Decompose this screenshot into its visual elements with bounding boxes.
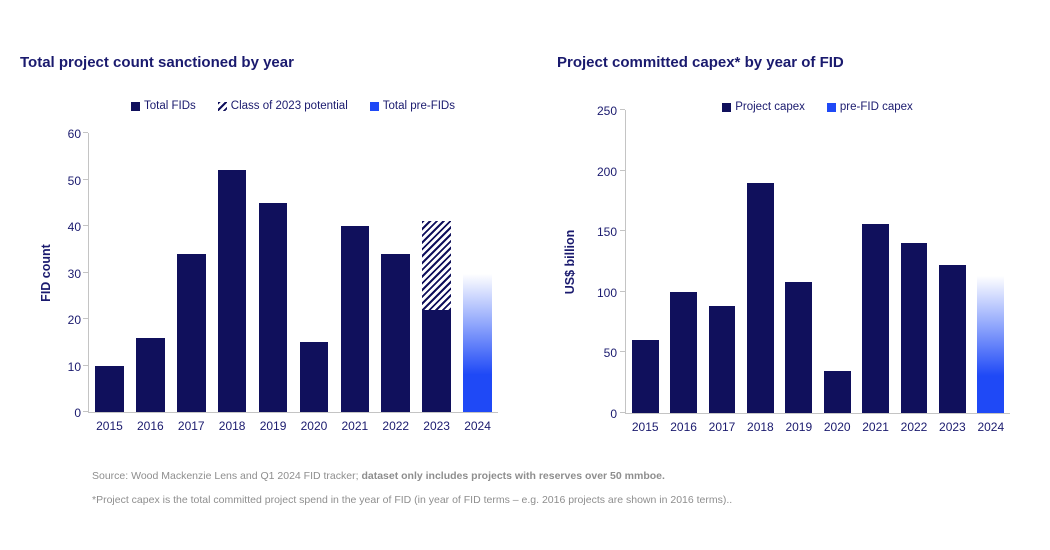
x-tick-label-2020: 2020 [823,420,851,434]
legend-label: Class of 2023 potential [230,100,348,112]
legend-label: pre-FID capex [839,101,913,113]
legend-blue-swatch-icon [826,102,836,112]
chart-title-capex: Project committed capex* by year of FID [557,54,844,71]
y-tick-label-20: 20 [67,313,81,327]
x-tick-label-2018: 2018 [747,420,774,434]
y-tick-mark [620,109,625,110]
bar-2023-class-of-2023-potential [422,221,451,310]
y-tick-label-30: 30 [67,266,81,281]
legend-item-total-pre-fids: Total pre-FIDs [369,100,455,112]
bar-2017-total-fids [176,253,206,412]
x-tick-label-2023: 2023 [939,420,966,434]
y-tick-label-150: 150 [596,225,617,240]
legend-navy-swatch-icon [722,102,732,112]
y-tick-label-50: 50 [603,346,617,361]
y-tick-mark [620,169,625,171]
legend-item-total-fids: Total FIDs [131,100,196,112]
y-tick-mark [620,412,625,413]
x-tick-label-2024: 2024 [464,419,491,433]
bar-2024-pre-fid-capex [977,269,1005,413]
legend-item-project-capex: Project capex [722,101,805,113]
capex-definition-note: *Project capex is the total committed pr… [92,494,733,506]
y-tick-mark [83,178,88,180]
x-tick-label-2016: 2016 [670,420,697,434]
x-tick-label-2023: 2023 [423,419,450,433]
bar-2020-total-fids [299,342,329,412]
bar-2022-project-capex [900,243,928,413]
x-tick-label-2024: 2024 [977,420,1005,434]
y-tick-mark [83,318,88,319]
y-tick-mark [83,225,88,226]
x-tick-label-2020: 2020 [300,419,328,433]
legend-blue-swatch-icon [369,101,379,111]
chart-title-fid-count: Total project count sanctioned by year [20,54,294,71]
x-tick-label-2017: 2017 [177,419,205,433]
x-tick-label-2019: 2019 [785,420,813,434]
y-tick-label-50: 50 [67,173,81,188]
y-tick-label-200: 200 [596,164,617,179]
bar-2021-project-capex [862,223,890,413]
plot-area-fid-count: 2015 2016 2017 2018 2019 2020 2021 2022 2023 2024 [83,132,498,433]
y-tick-mark [83,411,88,412]
legend-navy-swatch-icon [131,101,140,111]
y-tick-label-0: 0 [610,407,617,421]
y-tick-label-0: 0 [74,406,81,420]
plot-area-capex: 2015 2016 2017 2018 2019 2020 2021 2022 2023 2024 [620,109,1010,434]
legend-label: Project capex [735,101,805,113]
bar-2021-total-fids [340,226,370,412]
bar-2019-total-fids [258,202,288,412]
legend-label: Total FIDs [144,100,196,112]
x-tick-label-2022: 2022 [900,420,928,434]
legend-hatch-swatch-icon [217,101,227,111]
x-tick-label-2022: 2022 [382,419,410,433]
bar-2018-project-capex [746,182,774,413]
y-tick-label-10: 10 [67,359,81,374]
y-tick-mark [620,230,625,232]
source-note: Source: Wood Mackenzie Lens and Q1 2024 … [92,470,665,482]
bar-2015-total-fids [95,365,124,412]
x-tick-label-2018: 2018 [218,419,246,433]
bar-2023-project-capex [938,265,966,413]
legend-item-pre-fid-capex: pre-FID capex [826,101,913,113]
bar-2024-total-pre-fids [463,267,492,412]
bar-2016-total-fids [136,337,165,412]
bar-2016-project-capex [670,291,698,413]
bar-2020-project-capex [823,370,851,413]
y-axis-title-capex: US$ billion [563,229,577,295]
source-note-regular: Source: Wood Mackenzie Lens and Q1 2024 … [92,470,362,482]
bar-2022-total-fids [381,253,411,412]
x-tick-label-2021: 2021 [862,420,889,434]
legend-label: Total pre-FIDs [382,100,455,112]
x-tick-label-2015: 2015 [96,419,123,433]
y-tick-mark [620,290,625,292]
y-tick-mark [83,364,88,366]
y-tick-label-250: 250 [596,104,617,118]
y-tick-label-60: 60 [67,127,81,141]
y-tick-mark [83,271,88,273]
x-tick-label-2017: 2017 [708,420,736,434]
legend-item-class-of-2023-potential: Class of 2023 potential [217,100,348,112]
y-tick-label-100: 100 [596,285,617,300]
y-tick-label-40: 40 [67,220,81,234]
bar-2019-project-capex [785,282,813,413]
bar-2018-total-fids [217,170,247,412]
x-tick-label-2021: 2021 [341,419,369,433]
x-tick-label-2016: 2016 [136,419,164,433]
y-tick-mark [83,132,88,133]
legend-fid-count: Total FIDs Class of 2023 potential Total p… [88,99,498,113]
x-tick-label-2015: 2015 [631,420,659,434]
bar-2015-project-capex [631,340,659,413]
y-tick-mark [620,351,625,353]
bar-2023-total-fids [422,309,451,412]
bar-2017-project-capex [708,306,736,413]
y-axis-tick-labels: 0 10 20 30 40 50 60 [40,127,81,420]
x-tick-label-2019: 2019 [259,419,287,433]
y-axis-tick-labels: 0 50 100 150 200 250 [577,104,617,421]
legend-capex: Project capex pre-FID capex [625,100,1010,114]
source-note-bold: dataset only includes projects with rese… [361,470,665,482]
